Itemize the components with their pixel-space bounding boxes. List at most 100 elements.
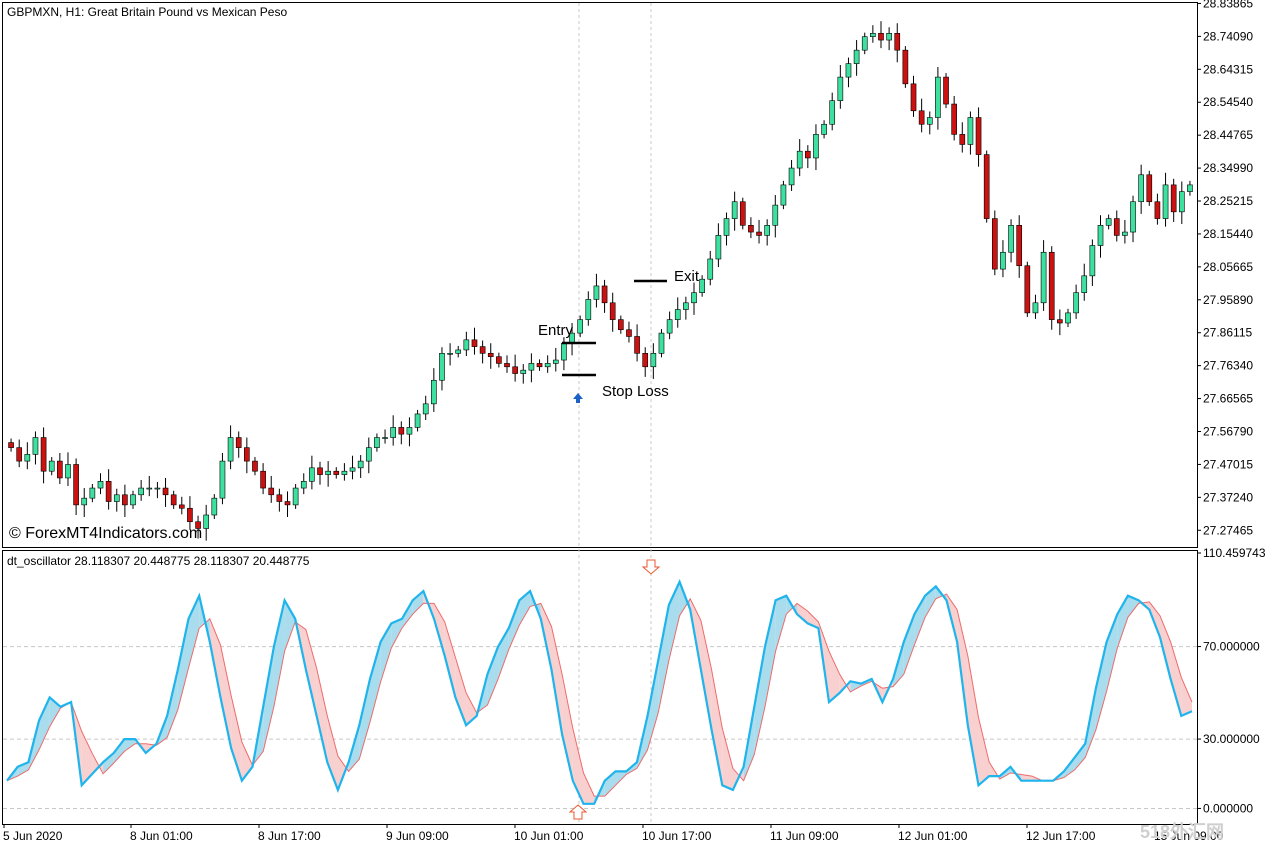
- candle: [325, 461, 331, 487]
- candle: [138, 479, 144, 501]
- candle: [585, 291, 592, 326]
- osc-fill-segment: [1181, 677, 1192, 716]
- time-tick-label: 8 Jun 17:00: [258, 829, 321, 843]
- candle: [983, 150, 990, 223]
- candle: [203, 504, 210, 541]
- candle: [829, 92, 836, 131]
- candle: [707, 250, 714, 286]
- candle: [349, 455, 356, 480]
- osc-fill-segment: [1170, 641, 1182, 716]
- candle: [1048, 246, 1055, 330]
- candle: [382, 429, 388, 444]
- osc-fill-segment: [209, 618, 221, 698]
- candle: [154, 481, 161, 499]
- candle: [520, 364, 527, 384]
- candle: [601, 279, 608, 313]
- candle: [691, 282, 697, 315]
- candle: [528, 353, 535, 383]
- candle: [674, 297, 681, 328]
- candle: [81, 488, 88, 518]
- candle: [731, 191, 738, 231]
- candle: [431, 368, 437, 412]
- candle: [756, 219, 762, 244]
- time-tick-label: 9 Jun 09:00: [386, 829, 449, 843]
- osc-fill-segment: [967, 655, 979, 786]
- osc-fill-segment: [498, 628, 509, 679]
- candle: [1146, 170, 1153, 206]
- candle: [796, 139, 803, 177]
- candle: [845, 57, 852, 88]
- osc-fill-segment: [764, 600, 776, 707]
- osc-fill-segment: [1074, 743, 1086, 770]
- candle: [1089, 239, 1096, 286]
- candle: [390, 415, 397, 446]
- candle: [861, 32, 868, 55]
- price-tick-label: 27.47015: [1203, 457, 1253, 471]
- price-tick-label: 28.44765: [1203, 128, 1253, 142]
- osc-fill-segment: [914, 595, 926, 646]
- osc-fill-segment: [551, 626, 563, 735]
- osc-tick-label: 70.000000: [1203, 640, 1260, 654]
- candle: [878, 21, 884, 49]
- candle: [471, 327, 478, 355]
- osc-fill-segment: [273, 600, 285, 707]
- time-tick-label: 11 Jun 09:00: [770, 829, 839, 843]
- osc-down-arrow-icon: [641, 559, 661, 575]
- candle: [780, 180, 787, 210]
- osc-fill-segment: [562, 674, 573, 781]
- candle: [24, 442, 31, 470]
- price-tick-label: 28.54540: [1203, 95, 1253, 109]
- osc-fill-segment: [167, 669, 178, 738]
- osc-fill-segment: [797, 603, 808, 624]
- osc-fill-segment: [775, 595, 787, 652]
- candle: [479, 340, 486, 364]
- osc-fill-segment: [519, 591, 531, 625]
- candle: [634, 324, 640, 362]
- candle: [935, 67, 941, 130]
- candle: [146, 475, 153, 497]
- price-axis: 28.83865 28.74090 28.64315 28.54540 28.44765…: [1197, 0, 1253, 537]
- candle: [1000, 240, 1006, 278]
- candle: [894, 23, 901, 63]
- candle: [902, 46, 909, 88]
- candle: [1032, 294, 1039, 319]
- candle: [804, 145, 811, 169]
- watermark-text: © ForexMT4Indicators.com: [9, 525, 202, 542]
- candle: [1162, 172, 1169, 227]
- osc-fill-segment: [700, 620, 712, 730]
- osc-tick-label: 110.459743: [1203, 546, 1266, 560]
- candle: [276, 488, 283, 512]
- price-tick-label: 27.66565: [1203, 392, 1253, 406]
- candle: [975, 107, 982, 167]
- osc-fill-segment: [177, 618, 189, 710]
- candle: [544, 355, 551, 373]
- price-tick-label: 28.34990: [1203, 161, 1253, 175]
- time-tick-label: 5 Jun 2020: [3, 829, 63, 843]
- candle: [1187, 180, 1193, 196]
- candle: [317, 461, 323, 485]
- candle: [32, 431, 39, 465]
- main-panel-frame: [2, 2, 1198, 548]
- candle: [487, 343, 494, 369]
- price-tick-label: 28.05665: [1203, 260, 1253, 274]
- osc-fill-segment: [658, 604, 669, 713]
- osc-fill-segment: [829, 651, 840, 703]
- osc-tick-label: 30.000000: [1203, 732, 1260, 746]
- candle: [130, 490, 136, 509]
- osc-fill-segment: [711, 669, 723, 786]
- candle: [910, 75, 917, 117]
- osc-fill-segment: [412, 591, 424, 615]
- candle: [1105, 214, 1112, 230]
- osc-fill-segment: [732, 766, 744, 790]
- candle: [1154, 193, 1161, 225]
- candle: [715, 223, 722, 268]
- candle: [244, 437, 250, 474]
- oscillator-title: dt_oscillator 28.118307 20.448775 28.118…: [7, 554, 310, 568]
- candle: [105, 469, 112, 510]
- candle: [1178, 181, 1185, 224]
- candle: [991, 210, 998, 276]
- price-tick-label: 27.86115: [1203, 326, 1252, 340]
- candle: [178, 496, 185, 515]
- osc-fill-segment: [1127, 595, 1139, 618]
- candlestick-series: [8, 21, 1193, 541]
